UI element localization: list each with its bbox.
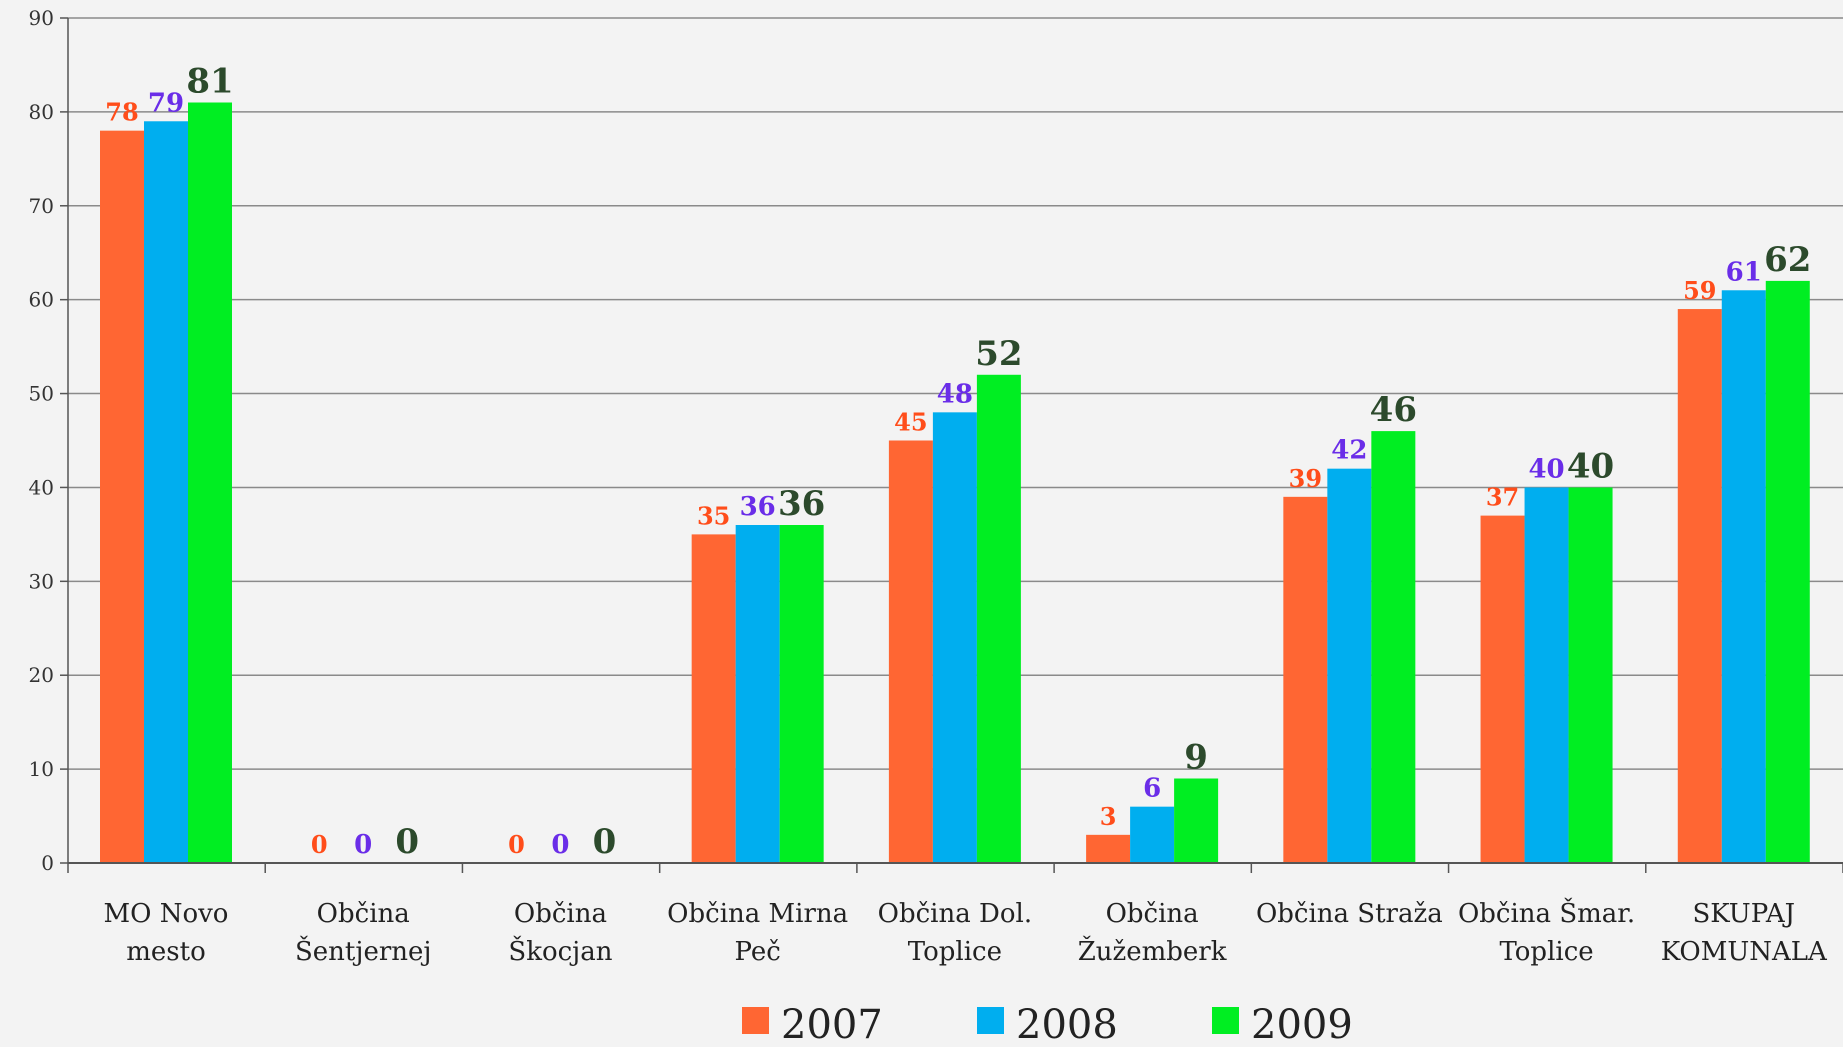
bar-2008	[1327, 468, 1372, 863]
category-label: Občina	[1106, 899, 1199, 929]
category-label: Peč	[735, 937, 781, 967]
bar-2007	[100, 130, 144, 863]
y-tick-label: 40	[29, 475, 54, 499]
category-label: Toplice	[1499, 937, 1593, 967]
bar-2007	[1086, 834, 1131, 863]
category-labels: MO Novo mesto Občina Šentjernej Občina Škocja…	[104, 897, 1829, 967]
data-label-2008: 0	[354, 830, 372, 860]
category-label: Občina Dol.	[878, 899, 1032, 929]
data-label-2008: 61	[1726, 257, 1762, 287]
data-label-2009: 40	[1567, 446, 1614, 486]
y-tick-label: 60	[29, 288, 54, 312]
category-label: Občina Mirna	[667, 899, 848, 929]
data-label-2008: 48	[937, 379, 973, 409]
bar-2008	[1524, 487, 1569, 863]
category-label: SKUPAJ	[1693, 899, 1796, 929]
bar-2009	[1568, 487, 1613, 863]
data-label-2007: 78	[105, 98, 138, 127]
bar-2009	[779, 525, 824, 863]
bar-2009	[976, 374, 1021, 863]
bars	[100, 102, 1810, 864]
category-label: Toplice	[908, 937, 1002, 967]
category-label: Žužemberk	[1078, 935, 1227, 967]
data-label-2007: 0	[508, 830, 525, 859]
data-label-2009: 46	[1370, 390, 1417, 430]
data-label-2007: 0	[311, 830, 328, 859]
bar-2008	[1721, 290, 1766, 863]
data-label-2008: 36	[740, 492, 776, 522]
bar-2008	[1130, 806, 1175, 863]
category-label: Šentjernej	[295, 935, 431, 967]
data-label-2007: 59	[1683, 276, 1716, 305]
data-label-2007: 45	[894, 408, 927, 437]
data-label-2007: 35	[697, 501, 730, 530]
bar-2009	[1765, 280, 1810, 863]
category-label: Občina Šmar.	[1458, 897, 1635, 929]
data-label-2009: 62	[1764, 240, 1811, 280]
bar-2007	[691, 534, 736, 863]
y-tick-label: 90	[29, 6, 54, 30]
data-label-2008: 6	[1143, 774, 1161, 804]
data-label-2008: 40	[1528, 454, 1564, 484]
bar-2009	[1174, 778, 1219, 863]
legend-label-2008: 2008	[1016, 1002, 1118, 1047]
legend-swatch-2007	[742, 1007, 769, 1034]
legend: 2007 2008 2009	[742, 1002, 1353, 1047]
bar-2007	[1677, 309, 1722, 863]
bar-2007	[1283, 496, 1328, 863]
legend-label-2007: 2007	[781, 1002, 883, 1047]
bar-2009	[188, 102, 232, 863]
data-label-2009: 0	[395, 822, 419, 862]
bar-2008	[932, 412, 977, 863]
bar-2008	[735, 525, 780, 863]
y-tick-label: 30	[29, 569, 54, 593]
bar-2008	[144, 121, 188, 864]
y-axis-ticks: 0 10 20 30 40 50 60 70 80 90	[29, 6, 69, 875]
data-label-2007: 39	[1289, 464, 1322, 493]
data-label-2009: 36	[778, 484, 825, 524]
y-tick-label: 10	[29, 757, 54, 781]
category-label: Škocjan	[508, 935, 612, 967]
category-label: Občina	[317, 899, 410, 929]
category-label: Občina Straža	[1256, 899, 1443, 929]
data-label-2008: 0	[551, 830, 569, 860]
category-label: MO Novo	[104, 899, 229, 929]
bar-2007	[1480, 515, 1525, 863]
y-tick-label: 20	[29, 663, 54, 687]
data-label-2007: 3	[1100, 802, 1117, 831]
data-label-2008: 79	[148, 88, 184, 118]
legend-swatch-2008	[977, 1007, 1004, 1034]
bar-2009	[1371, 431, 1416, 863]
y-tick-label: 0	[41, 851, 54, 875]
legend-swatch-2009	[1212, 1007, 1239, 1034]
data-label-2009: 9	[1184, 738, 1208, 778]
data-label-2007: 37	[1486, 483, 1519, 512]
y-tick-label: 70	[29, 194, 54, 218]
x-axis	[67, 862, 1843, 873]
data-label-2008: 42	[1331, 436, 1367, 466]
legend-label-2009: 2009	[1251, 1002, 1353, 1047]
y-tick-label: 80	[29, 100, 54, 124]
bar-2007	[888, 440, 933, 863]
category-label: KOMUNALA	[1661, 937, 1828, 967]
y-tick-label: 50	[29, 382, 54, 406]
data-label-2009: 81	[186, 62, 233, 102]
category-label: mesto	[126, 937, 206, 967]
category-label: Občina	[514, 899, 607, 929]
data-label-2009: 0	[593, 822, 617, 862]
data-label-2009: 52	[975, 334, 1022, 374]
